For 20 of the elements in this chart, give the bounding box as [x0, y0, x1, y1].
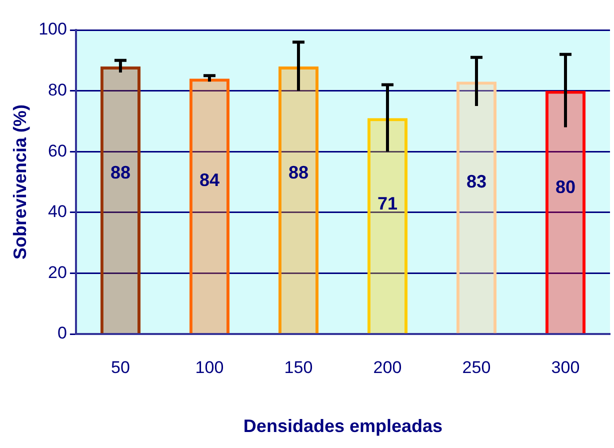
y-tick-label: 60	[48, 141, 67, 160]
data-label: 80	[555, 177, 576, 198]
y-tick-label: 80	[48, 80, 67, 100]
data-label: 88	[110, 162, 130, 182]
y-tick-label: 0	[57, 324, 67, 343]
y-tick-label: 100	[38, 20, 67, 39]
x-axis-title: Densidades empleadas	[243, 416, 443, 436]
y-tick-label: 20	[48, 262, 67, 282]
x-tick-label: 100	[195, 358, 224, 377]
x-tick-label: 250	[462, 358, 491, 377]
x-tick-label: 200	[373, 358, 402, 377]
data-label: 83	[466, 172, 487, 192]
data-label: 71	[377, 193, 398, 214]
y-tick-label: 40	[48, 202, 67, 222]
data-label: 84	[199, 170, 220, 190]
x-tick-label: 50	[111, 358, 130, 377]
x-tick-label: 300	[551, 358, 580, 377]
data-label: 88	[288, 162, 308, 182]
y-axis-title: Sobrevivencia (%)	[10, 104, 30, 260]
x-tick-label: 150	[284, 358, 313, 377]
